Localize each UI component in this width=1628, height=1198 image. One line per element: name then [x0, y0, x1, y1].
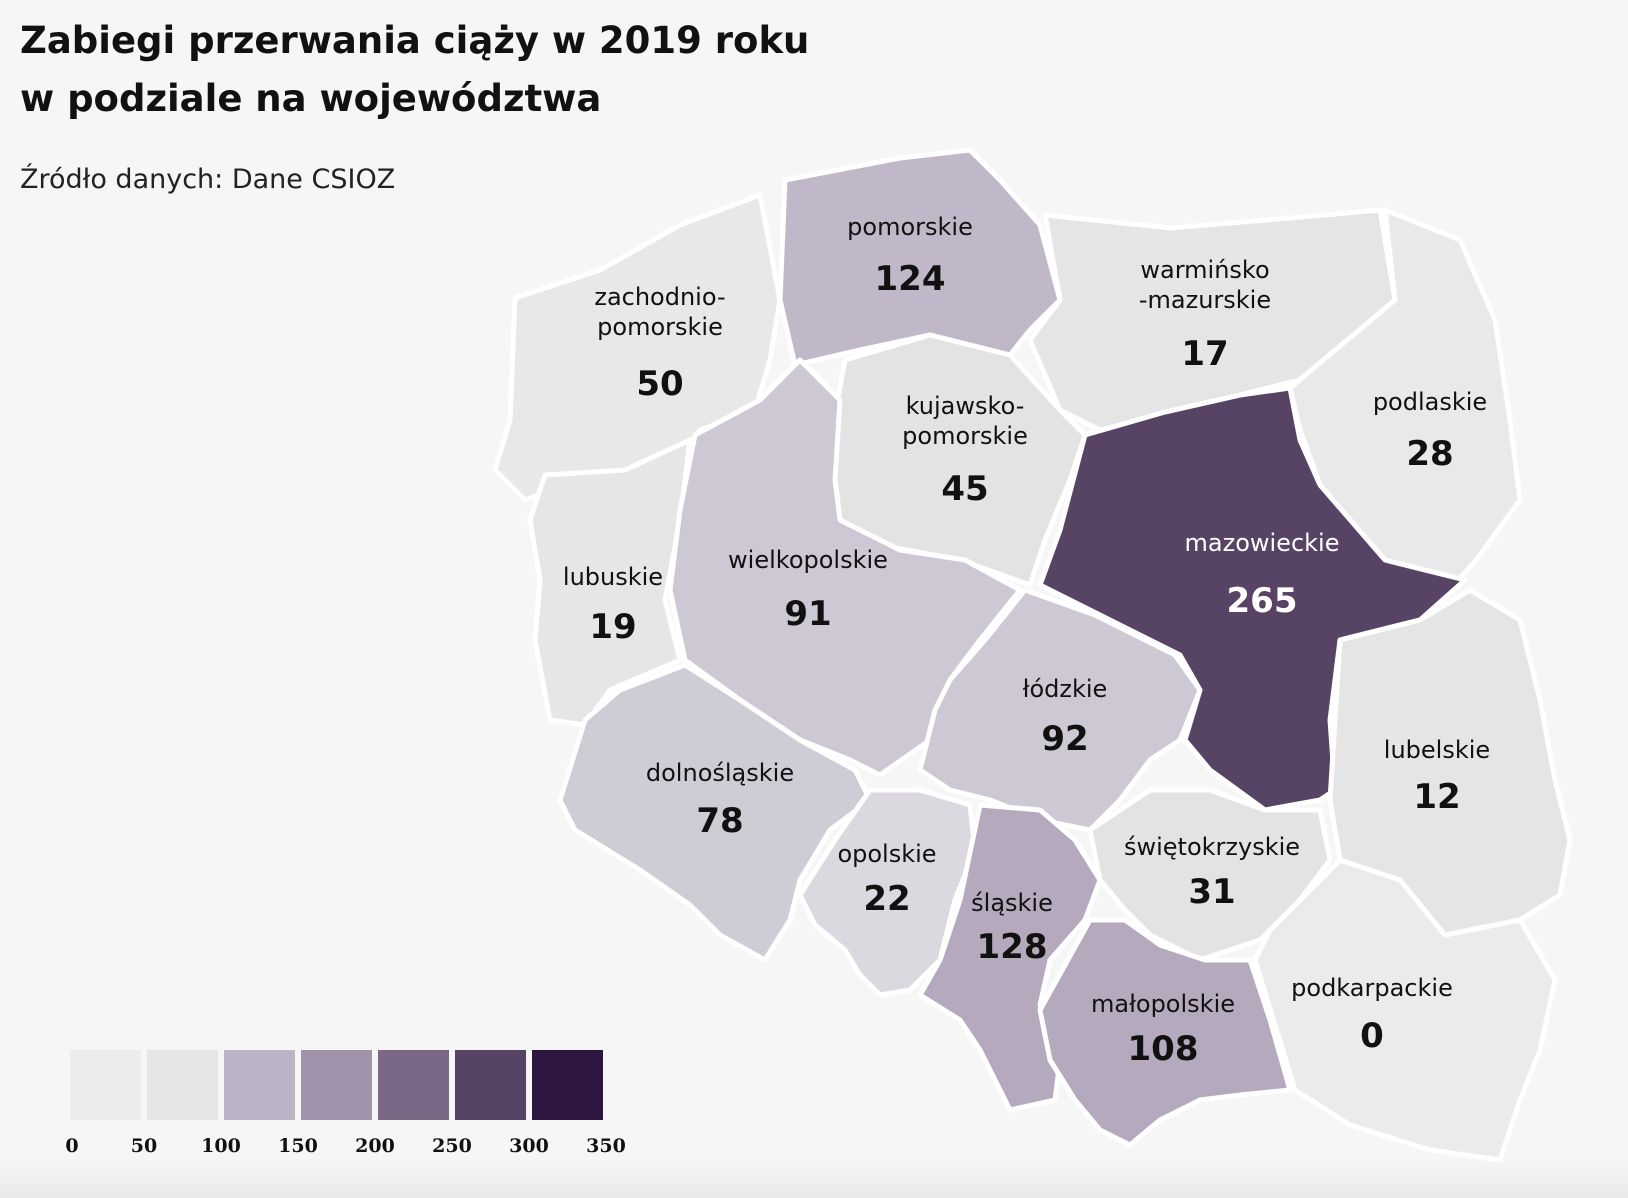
region-value-wielkopolskie: 91 — [784, 594, 831, 634]
legend-tick-label: 200 — [355, 1135, 395, 1157]
region-name-podlaskie: podlaskie — [1373, 388, 1487, 416]
region-value-lodzkie: 92 — [1041, 719, 1088, 759]
region-name-opolskie: opolskie — [837, 840, 936, 868]
chart-title: Zabiegi przerwania ciąży w 2019 roku w p… — [20, 12, 809, 128]
region-value-dolnoslaskie: 78 — [696, 801, 743, 841]
legend-swatch-3 — [224, 1050, 295, 1120]
region-dolnoslaskie[interactable] — [557, 662, 873, 963]
region-malopolskie[interactable] — [1037, 917, 1293, 1148]
region-name-warminsko-mazurskie-line-1: warmińsko — [1140, 256, 1269, 284]
legend-swatch-7 — [532, 1050, 603, 1120]
region-name-malopolskie: małopolskie — [1091, 990, 1235, 1018]
region-lubelskie[interactable] — [1327, 587, 1573, 938]
regions-layer — [492, 147, 1573, 1163]
legend-tick-label: 350 — [586, 1135, 626, 1157]
region-name-swietokrzyskie: świętokrzyskie — [1124, 833, 1300, 861]
region-value-mazowieckie: 265 — [1227, 581, 1298, 621]
region-value-podlaskie: 28 — [1406, 434, 1453, 474]
region-value-pomorskie: 124 — [875, 259, 946, 299]
region-value-zachodniopomorskie: 50 — [636, 364, 683, 404]
region-labels-layer: zachodnio-pomorskie 50 pomorskie 124 warmińs… — [563, 213, 1490, 1069]
legend-swatch-4 — [301, 1050, 372, 1120]
region-value-slaskie: 128 — [977, 927, 1048, 967]
region-podkarpackie[interactable] — [1252, 857, 1558, 1163]
region-name-zachodniopomorskie-line-2: pomorskie — [597, 313, 723, 341]
region-name-slaskie: śląskie — [971, 889, 1053, 917]
region-name-wielkopolskie: wielkopolskie — [728, 546, 888, 574]
data-source-note: Źródło danych: Dane CSIOZ — [20, 164, 396, 195]
region-opolskie[interactable] — [797, 787, 978, 998]
legend-tick-label: 300 — [509, 1135, 549, 1157]
legend-swatch-1 — [70, 1050, 141, 1120]
region-name-zachodniopomorskie-line-1: zachodnio- — [594, 283, 725, 311]
legend-tick-label: 100 — [201, 1135, 241, 1157]
region-name-lubuskie: lubuskie — [563, 563, 663, 591]
legend-tick-label: 150 — [278, 1135, 318, 1157]
legend-tick-label: 0 — [65, 1135, 78, 1157]
region-name-warminsko-mazurskie-line-2: -mazurskie — [1139, 286, 1271, 314]
region-value-swietokrzyskie: 31 — [1188, 872, 1235, 912]
region-lubuskie[interactable] — [527, 437, 693, 728]
bottom-shadow — [0, 1158, 1628, 1198]
legend-tick-label: 50 — [131, 1135, 157, 1157]
legend-swatch-2 — [147, 1050, 218, 1120]
region-name-kujawsko-pomorskie-line-2: pomorskie — [902, 422, 1028, 450]
color-legend: 0 50 100 150 200 250 300 350 — [65, 1050, 626, 1157]
region-value-warminsko-mazurskie: 17 — [1181, 334, 1228, 374]
region-name-mazowieckie: mazowieckie — [1185, 529, 1340, 557]
region-value-podkarpackie: 0 — [1360, 1016, 1384, 1056]
title-line-2: w podziale na województwa — [20, 77, 602, 120]
region-value-kujawsko-pomorskie: 45 — [941, 469, 988, 509]
region-name-kujawsko-pomorskie-line-1: kujawsko- — [906, 392, 1025, 420]
legend-swatch-6 — [455, 1050, 526, 1120]
legend-tick-label: 250 — [432, 1135, 472, 1157]
region-value-lubelskie: 12 — [1413, 777, 1460, 817]
region-slaskie[interactable] — [917, 802, 1103, 1113]
region-name-pomorskie: pomorskie — [847, 213, 973, 241]
region-value-lubuskie: 19 — [589, 607, 636, 647]
region-name-lubelskie: lubelskie — [1384, 736, 1490, 764]
legend-swatch-5 — [378, 1050, 449, 1120]
region-lodzkie[interactable] — [917, 587, 1203, 833]
region-name-dolnoslaskie: dolnośląskie — [646, 759, 794, 787]
title-line-1: Zabiegi przerwania ciąży w 2019 roku — [20, 19, 810, 62]
region-name-podkarpackie: podkarpackie — [1291, 974, 1453, 1002]
region-value-malopolskie: 108 — [1128, 1029, 1199, 1069]
region-pomorskie[interactable] — [777, 147, 1063, 368]
region-value-opolskie: 22 — [863, 879, 910, 919]
region-name-lodzkie: łódzkie — [1023, 675, 1108, 703]
